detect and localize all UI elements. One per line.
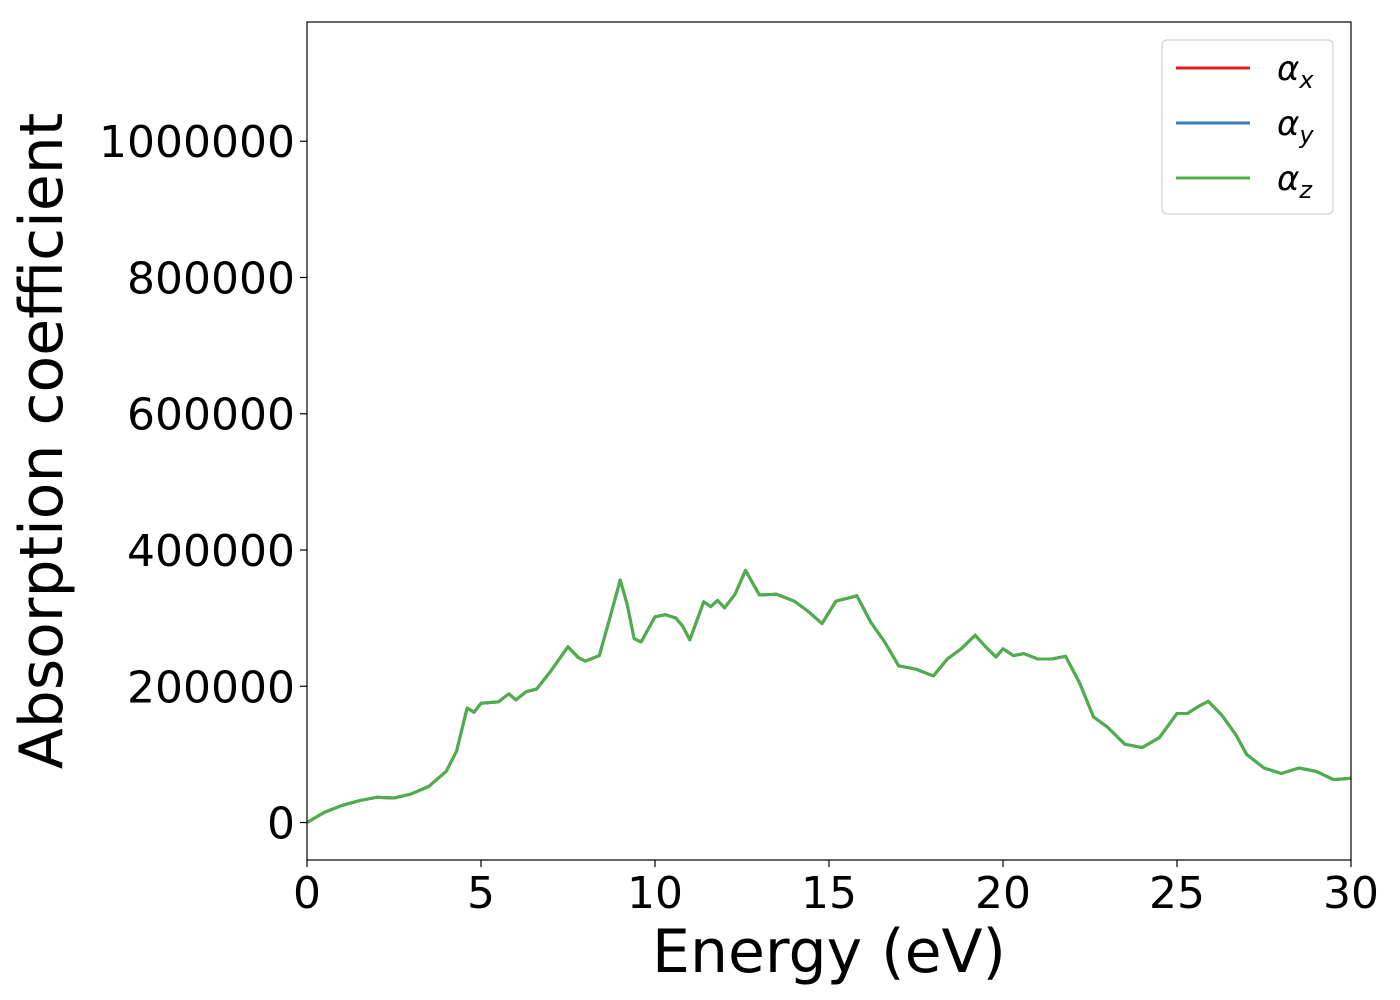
legend-label: αz <box>1277 159 1313 204</box>
y-tick-label: 0 <box>267 799 295 850</box>
legend: αx αy αz <box>1161 39 1334 215</box>
legend-box <box>1161 39 1334 215</box>
x-tick-label: 20 <box>975 868 1031 919</box>
series-line-1 <box>306 568 1352 824</box>
x-axis: 0 5 10 15 20 25 30 <box>293 860 1379 919</box>
series-line-2 <box>306 568 1352 824</box>
y-axis-title: Absorption coefficient <box>7 113 77 770</box>
x-axis-title: Energy (eV) <box>652 917 1006 987</box>
y-tick-label: 200000 <box>127 662 295 713</box>
series-line-3 <box>306 568 1352 824</box>
x-tick-label: 25 <box>1149 868 1205 919</box>
x-tick-label: 5 <box>467 868 495 919</box>
series-layer <box>306 568 1352 824</box>
y-tick-label: 1000000 <box>99 117 295 168</box>
y-tick-label: 600000 <box>127 390 295 441</box>
y-axis: 0 200000 400000 600000 800000 1000000 <box>99 117 307 850</box>
x-tick-label: 0 <box>293 868 321 919</box>
x-tick-label: 10 <box>627 868 683 919</box>
y-tick-label: 800000 <box>127 253 295 304</box>
y-tick-label: 400000 <box>127 526 295 577</box>
legend-label: αx <box>1277 49 1314 94</box>
legend-label: αy <box>1277 104 1314 149</box>
x-tick-label: 15 <box>801 868 857 919</box>
x-tick-label: 30 <box>1323 868 1379 919</box>
